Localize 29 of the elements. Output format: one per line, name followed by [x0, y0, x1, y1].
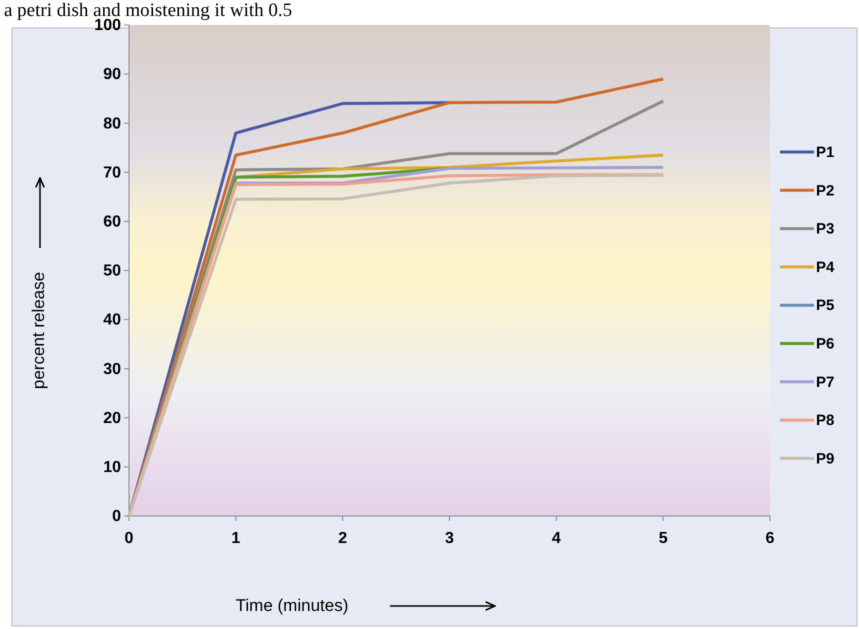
legend-label: P1	[816, 144, 834, 161]
legend-label: P3	[816, 220, 834, 238]
x-tick-label: 4	[552, 530, 561, 548]
legend-label: P2	[816, 182, 834, 200]
legend-label: P8	[816, 412, 834, 430]
x-tick-label: 1	[231, 530, 240, 548]
y-tick-label: 20	[103, 410, 122, 427]
y-tick-label: 60	[103, 214, 122, 231]
y-tick-label: 80	[103, 115, 122, 132]
legend-label: P5	[816, 297, 834, 314]
legend-label: P7	[816, 374, 834, 391]
y-tick-label: 10	[103, 459, 122, 476]
x-tick-label: 5	[658, 530, 668, 548]
y-tick-label: 100	[94, 17, 122, 34]
y-axis-title: percent release	[29, 272, 48, 390]
y-tick-label: 30	[103, 360, 122, 378]
legend-label: P9	[816, 450, 834, 468]
x-axis-title: Time (minutes)	[236, 596, 348, 615]
x-tick-label: 0	[124, 530, 134, 548]
legend-label: P6	[816, 336, 834, 352]
y-tick-label: 0	[112, 508, 122, 526]
y-tick-label: 70	[103, 164, 122, 182]
y-tick-label: 90	[103, 66, 122, 84]
y-tick-label: 40	[103, 312, 122, 329]
legend-label: P4	[816, 258, 836, 276]
y-tick-label: 50	[103, 262, 122, 280]
x-tick-label: 3	[445, 530, 454, 548]
x-tick-label: 2	[338, 530, 348, 548]
x-tick-label: 6	[766, 530, 775, 548]
